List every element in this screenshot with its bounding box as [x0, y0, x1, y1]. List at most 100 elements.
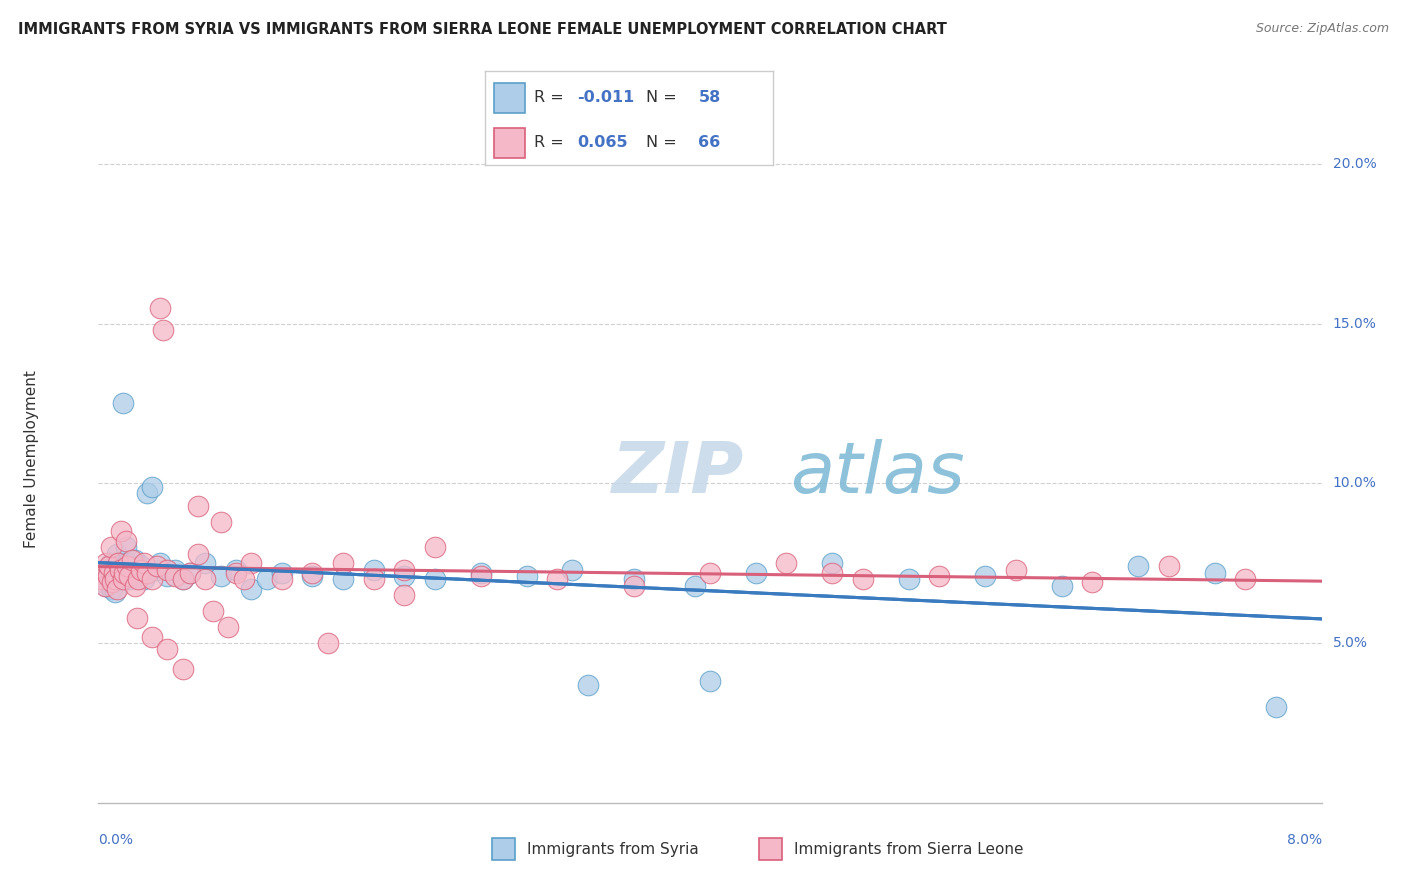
Point: [124, 578, 146, 592]
Point: [91, 575, 114, 590]
Point: [202, 604, 225, 618]
Point: [1004, 563, 1026, 577]
Text: 10.0%: 10.0%: [1333, 476, 1376, 491]
Point: [141, 572, 163, 586]
Point: [93, 578, 115, 592]
Point: [179, 566, 201, 580]
Point: [111, 572, 134, 586]
Point: [110, 569, 132, 583]
Point: [172, 572, 194, 586]
Point: [98, 559, 121, 574]
Point: [897, 572, 920, 586]
Point: [112, 563, 135, 577]
Point: [107, 556, 129, 570]
Point: [117, 559, 139, 574]
Point: [149, 301, 172, 315]
Point: [163, 563, 186, 577]
Text: R =: R =: [534, 135, 569, 150]
Text: Immigrants from Syria: Immigrants from Syria: [527, 842, 699, 856]
Point: [93, 572, 115, 586]
Point: [363, 563, 385, 577]
Point: [1050, 578, 1073, 592]
Point: [392, 569, 416, 583]
Point: [232, 572, 254, 586]
Point: [745, 566, 768, 580]
Point: [104, 572, 127, 586]
Point: [156, 569, 179, 583]
Point: [363, 572, 385, 586]
Text: 20.0%: 20.0%: [1333, 157, 1376, 171]
Point: [775, 556, 797, 570]
Point: [124, 553, 146, 567]
Text: 5.0%: 5.0%: [1333, 636, 1368, 650]
FancyBboxPatch shape: [492, 838, 515, 860]
Point: [209, 569, 232, 583]
Point: [118, 569, 141, 583]
Text: 15.0%: 15.0%: [1333, 317, 1376, 331]
Point: [1128, 559, 1150, 574]
Text: atlas: atlas: [790, 439, 965, 508]
Point: [392, 563, 416, 577]
Point: [141, 479, 163, 493]
Point: [97, 563, 120, 577]
Text: IMMIGRANTS FROM SYRIA VS IMMIGRANTS FROM SIERRA LEONE FEMALE UNEMPLOYMENT CORREL: IMMIGRANTS FROM SYRIA VS IMMIGRANTS FROM…: [18, 22, 948, 37]
Point: [94, 578, 117, 592]
Point: [90, 572, 112, 586]
Text: -0.011: -0.011: [578, 90, 634, 105]
Point: [332, 556, 354, 570]
Point: [163, 569, 186, 583]
Point: [392, 588, 416, 602]
Text: Female Unemployment: Female Unemployment: [24, 370, 38, 549]
Point: [225, 566, 247, 580]
Point: [111, 396, 134, 410]
Point: [145, 559, 167, 574]
Point: [129, 563, 152, 577]
Point: [115, 533, 138, 548]
Point: [194, 572, 217, 586]
Text: N =: N =: [647, 90, 682, 105]
Point: [100, 540, 122, 554]
Text: ZIP: ZIP: [612, 439, 744, 508]
Point: [576, 677, 599, 691]
Point: [121, 553, 143, 567]
Point: [1204, 566, 1226, 580]
Point: [98, 569, 121, 583]
Point: [117, 556, 139, 570]
Point: [270, 572, 294, 586]
Point: [217, 620, 239, 634]
Text: 66: 66: [699, 135, 721, 150]
Point: [1157, 559, 1180, 574]
Point: [121, 566, 143, 580]
Point: [101, 575, 124, 590]
Point: [105, 582, 128, 596]
FancyBboxPatch shape: [494, 83, 526, 112]
Point: [141, 630, 163, 644]
Point: [470, 566, 492, 580]
Text: 58: 58: [699, 90, 721, 105]
Point: [145, 563, 167, 577]
Point: [94, 556, 117, 570]
Point: [225, 563, 247, 577]
Point: [112, 566, 135, 580]
Point: [108, 566, 131, 580]
Point: [172, 572, 194, 586]
Point: [134, 556, 156, 570]
Point: [108, 563, 131, 577]
Point: [97, 569, 120, 583]
Text: 0.0%: 0.0%: [98, 833, 134, 847]
Point: [90, 566, 112, 580]
Point: [103, 559, 125, 574]
Point: [156, 642, 179, 657]
Point: [136, 566, 159, 580]
Point: [821, 556, 844, 570]
Point: [1234, 572, 1257, 586]
Point: [332, 572, 354, 586]
Point: [127, 569, 149, 583]
Point: [699, 674, 721, 689]
Point: [209, 515, 232, 529]
Point: [156, 563, 179, 577]
Point: [125, 610, 148, 624]
Point: [136, 486, 159, 500]
Point: [107, 572, 129, 586]
Text: Source: ZipAtlas.com: Source: ZipAtlas.com: [1256, 22, 1389, 36]
